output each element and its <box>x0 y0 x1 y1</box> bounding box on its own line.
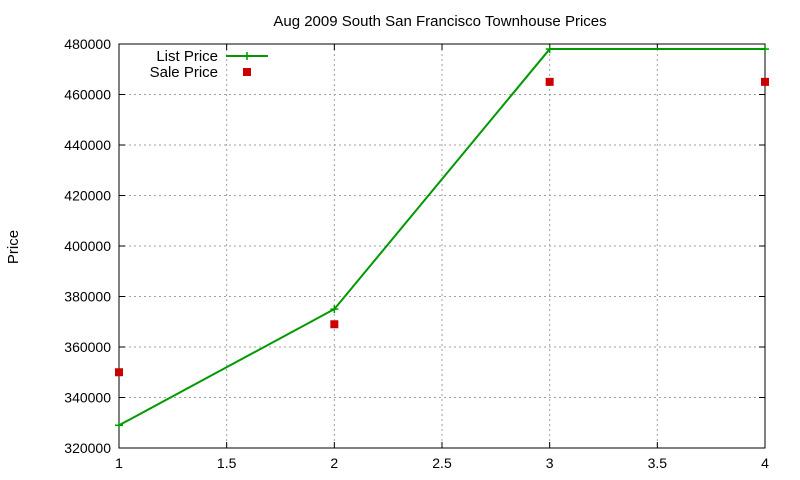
list-price-point <box>115 421 123 430</box>
axis-ticks <box>118 43 766 449</box>
y-tick-label: 400000 <box>64 238 111 254</box>
y-axis-label: Price <box>5 230 22 264</box>
series <box>115 45 769 430</box>
x-tick-label: 2.5 <box>432 455 452 471</box>
x-tick-label: 1.5 <box>217 455 237 471</box>
series-line-list-price <box>118 48 765 427</box>
legend-swatch-square <box>243 68 251 76</box>
sale-price-point <box>115 368 123 377</box>
y-tick-label: 480000 <box>64 36 111 52</box>
legend-label: List Price <box>156 48 218 65</box>
y-tick-label: 460000 <box>64 87 111 103</box>
sale-price-point <box>330 320 339 329</box>
list-price-point <box>330 305 339 314</box>
list-price-point <box>545 45 554 54</box>
legend-label: Sale Price <box>150 64 218 81</box>
y-tick-label: 420000 <box>64 188 111 204</box>
sale-price-point <box>761 77 769 86</box>
grid-lines <box>119 44 765 448</box>
y-tick-label: 380000 <box>64 289 111 305</box>
y-tick-label: 440000 <box>64 137 111 153</box>
list-price-point <box>761 45 769 54</box>
x-tick-labels: 1 1.5 2 2.5 3 3.5 4 <box>115 455 769 471</box>
sale-price-point <box>545 77 554 86</box>
x-tick-label: 1 <box>115 455 123 471</box>
y-tick-label: 320000 <box>64 440 111 456</box>
x-tick-label: 4 <box>761 455 769 471</box>
x-tick-label: 3.5 <box>648 455 668 471</box>
x-tick-label: 3 <box>546 455 554 471</box>
x-tick-label: 2 <box>330 455 338 471</box>
legend-swatch-marker <box>243 52 251 60</box>
y-tick-label: 360000 <box>64 339 111 355</box>
y-tick-labels: 320000 340000 360000 380000 400000 420000 4400… <box>64 36 111 456</box>
chart-title: Aug 2009 South San Francisco Townhouse P… <box>273 13 606 30</box>
y-tick-label: 340000 <box>64 390 111 406</box>
